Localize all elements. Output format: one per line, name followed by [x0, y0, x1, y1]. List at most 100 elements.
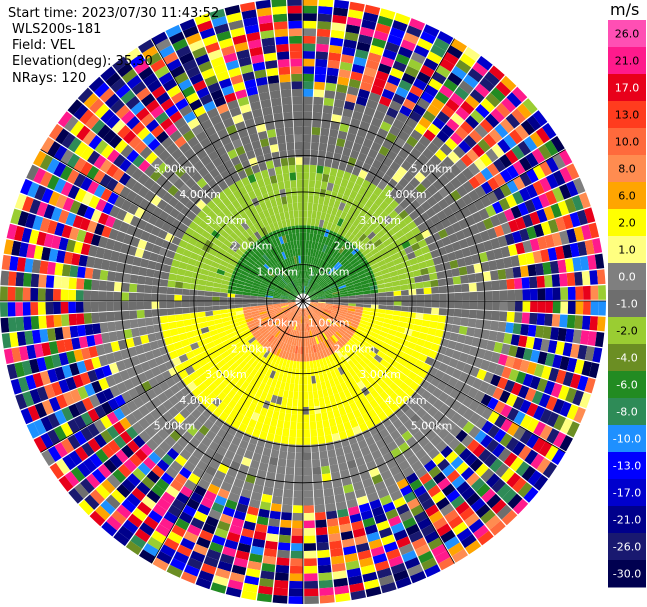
velocity-gate — [309, 233, 314, 242]
velocity-gate — [300, 346, 303, 355]
velocity-gate — [523, 136, 538, 152]
velocity-gate — [477, 301, 485, 310]
velocity-gate — [341, 323, 349, 330]
velocity-gate — [219, 292, 228, 297]
velocity-gate — [338, 162, 347, 172]
velocity-gate — [455, 429, 468, 443]
velocity-gate — [456, 481, 471, 495]
velocity-gate — [511, 382, 523, 396]
velocity-gate — [448, 515, 464, 530]
velocity-gate — [288, 164, 296, 173]
velocity-gate — [346, 395, 355, 405]
velocity-gate — [437, 246, 447, 256]
velocity-gate — [363, 293, 372, 298]
velocity-gate — [338, 430, 348, 440]
velocity-gate — [426, 51, 443, 65]
velocity-gate — [325, 296, 334, 299]
velocity-gate — [469, 301, 478, 310]
velocity-gate — [374, 560, 390, 572]
velocity-gate — [546, 411, 559, 428]
velocity-gate — [325, 297, 334, 300]
velocity-gate — [370, 117, 383, 128]
velocity-gate — [84, 324, 94, 336]
velocity-gate — [364, 484, 377, 496]
velocity-gate — [323, 427, 332, 436]
velocity-gate — [319, 342, 325, 351]
velocity-gate — [317, 366, 323, 375]
velocity-gate — [310, 301, 319, 304]
velocity-gate — [519, 399, 532, 414]
velocity-gate — [182, 313, 191, 320]
velocity-gate — [297, 187, 303, 196]
velocity-gate — [480, 181, 493, 195]
velocity-gate — [359, 245, 368, 254]
velocity-gate — [526, 226, 537, 240]
velocity-gate — [285, 405, 292, 414]
velocity-gate — [455, 391, 467, 404]
velocity-gate — [316, 335, 322, 344]
velocity-gate — [378, 296, 387, 301]
velocity-gate — [493, 400, 506, 414]
velocity-gate — [538, 193, 551, 208]
velocity-gate — [348, 505, 360, 516]
velocity-gate — [0, 270, 10, 286]
velocity-gate — [290, 421, 297, 430]
velocity-gate — [413, 375, 424, 386]
velocity-gate — [258, 585, 273, 595]
velocity-gate — [388, 209, 399, 220]
velocity-gate — [365, 270, 374, 277]
velocity-gate — [438, 362, 449, 373]
velocity-gate — [175, 320, 185, 328]
velocity-gate — [349, 582, 365, 593]
velocity-gate — [315, 319, 321, 327]
velocity-gate — [344, 491, 356, 501]
velocity-gate — [572, 257, 582, 272]
velocity-gate — [291, 81, 303, 90]
velocity-gate — [310, 295, 318, 299]
velocity-gate — [485, 92, 501, 108]
velocity-gate — [411, 226, 421, 237]
velocity-gate — [365, 218, 374, 228]
velocity-gate — [328, 198, 336, 208]
velocity-gate — [349, 513, 362, 524]
velocity-gate — [473, 158, 487, 172]
velocity-gate — [443, 51, 459, 66]
velocity-gate — [181, 301, 190, 308]
velocity-gate — [552, 398, 565, 414]
velocity-gate — [299, 316, 302, 324]
velocity-gate — [579, 256, 590, 271]
range-ring-label: 2.00km — [231, 342, 273, 355]
velocity-gate — [331, 114, 342, 123]
velocity-gate — [292, 345, 296, 354]
velocity-gate — [451, 221, 462, 233]
velocity-gate — [365, 374, 374, 384]
velocity-gate — [330, 353, 338, 362]
velocity-gate — [456, 527, 473, 542]
velocity-gate — [447, 72, 463, 86]
velocity-gate — [584, 207, 596, 224]
velocity-gate — [373, 30, 389, 42]
velocity-gate — [410, 188, 421, 200]
colorbar-label: 2.0 — [618, 217, 636, 230]
velocity-gate — [374, 395, 384, 405]
velocity-gate — [356, 212, 365, 222]
velocity-gate — [353, 282, 362, 288]
velocity-gate — [332, 152, 342, 162]
velocity-gate — [410, 442, 423, 454]
velocity-gate — [439, 301, 447, 308]
velocity-gate — [308, 290, 315, 296]
velocity-gate — [415, 282, 424, 289]
velocity-gate — [373, 324, 383, 331]
velocity-gate — [356, 253, 365, 261]
velocity-gate — [473, 357, 484, 369]
velocity-gate — [341, 248, 349, 256]
velocity-gate — [313, 311, 320, 317]
velocity-gate — [469, 291, 478, 301]
velocity-gate — [265, 471, 276, 481]
velocity-gate — [404, 65, 419, 78]
velocity-gate — [552, 170, 566, 186]
velocity-gate — [281, 504, 293, 513]
velocity-gate — [368, 222, 378, 232]
velocity-gate — [442, 206, 454, 218]
velocity-gate — [466, 439, 480, 453]
